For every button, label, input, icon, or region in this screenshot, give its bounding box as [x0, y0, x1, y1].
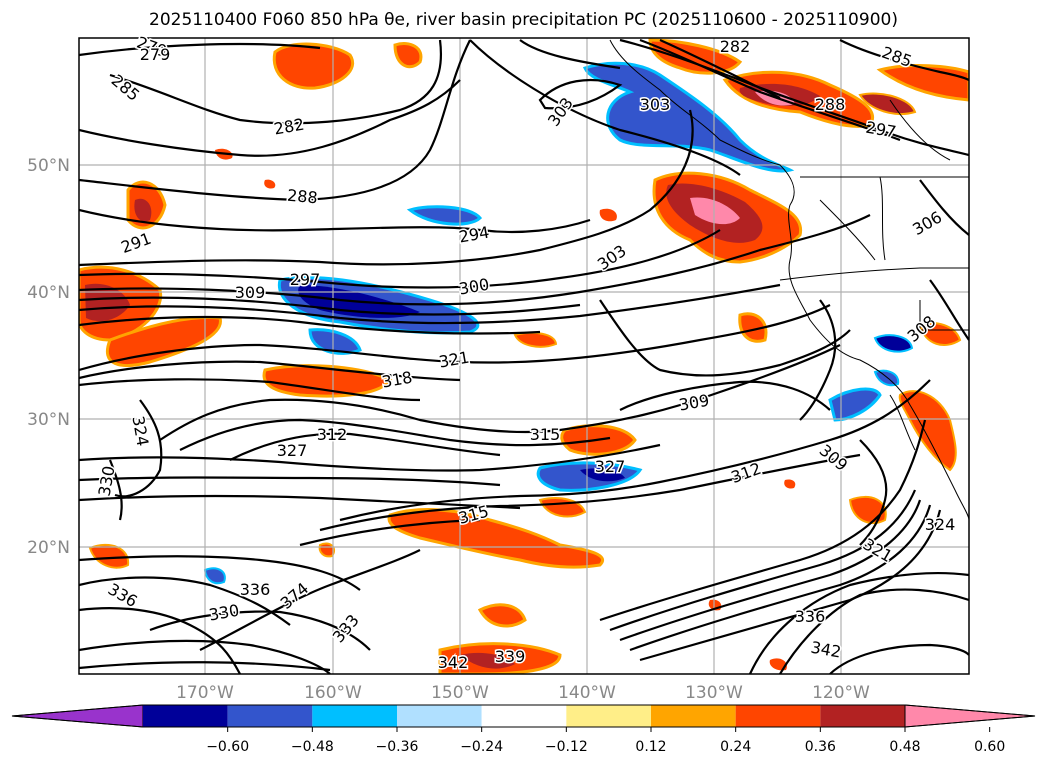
colorbar-tick-label: 0.36	[805, 739, 836, 755]
colorbar-tick-label: 0.12	[635, 739, 666, 755]
lat-label-30n: 30°N	[27, 410, 70, 430]
coastlines	[609, 39, 969, 521]
colorbar-tick-label: 0.48	[889, 739, 920, 755]
colorbar-tick-label: −0.60	[206, 739, 249, 755]
contour-label: 312	[317, 425, 348, 444]
contour-label: 327	[277, 441, 308, 460]
contour-label: 282	[720, 37, 751, 56]
map-frame	[78, 37, 970, 675]
figure-title: 2025110400 F060 850 hPa θe, river basin …	[149, 10, 898, 30]
lat-labels: 50°N 40°N 30°N 20°N	[27, 156, 70, 558]
contour-label: 288	[815, 95, 846, 114]
colorbar-segment	[820, 705, 905, 727]
lon-label-140w: 140°W	[558, 683, 616, 703]
colorbar-tick-label: 0.60	[974, 739, 1005, 755]
colorbar	[11, 704, 1036, 728]
lat-label-40n: 40°N	[27, 283, 70, 303]
contour-label: 309	[235, 283, 266, 302]
colorbar-tick-label: −0.48	[291, 739, 334, 755]
contour-label: 327	[595, 457, 626, 476]
colorbar-extend-max	[904, 704, 1036, 728]
contour-label: 288	[286, 186, 318, 208]
colorbar-extend-min	[11, 704, 144, 728]
lon-label-120w: 120°W	[812, 683, 870, 703]
theta-e-contours	[79, 38, 969, 674]
gridlines	[79, 38, 969, 674]
lat-label-50n: 50°N	[27, 156, 70, 176]
contour-label: 324	[925, 515, 956, 534]
contour-label: 324	[128, 414, 152, 447]
colorbar-segment	[735, 705, 821, 727]
colorbar-segment	[566, 705, 651, 727]
contour-label: 342	[438, 653, 469, 672]
contour-label: 315	[530, 425, 561, 444]
lon-label-170w: 170°W	[176, 683, 234, 703]
lon-labels: 170°W 160°W 150°W 140°W 130°W 120°W	[176, 683, 870, 703]
colorbar-tick-label: −0.36	[376, 739, 419, 755]
contour-label: 303	[640, 95, 671, 114]
colorbar-segment	[651, 705, 736, 727]
colorbar-segment	[312, 705, 397, 727]
contour-label: 297	[290, 270, 321, 289]
lon-label-160w: 160°W	[304, 683, 362, 703]
colorbar-segment	[481, 705, 567, 727]
colorbar-tick-label: 0.24	[720, 739, 751, 755]
contour-label: 336	[240, 580, 271, 599]
colorbar-ticks: −0.60 −0.48 −0.36 −0.24 −0.12 0.12 0.24 0.36 0.4…	[206, 727, 1005, 755]
lon-label-150w: 150°W	[431, 683, 489, 703]
contour-label: 339	[495, 647, 526, 666]
contour-label: 336	[795, 607, 826, 626]
colorbar-segment	[227, 705, 313, 727]
lon-label-130w: 130°W	[685, 683, 743, 703]
contour-label: 279	[140, 45, 171, 64]
colorbar-tick-label: −0.24	[460, 739, 503, 755]
lat-label-20n: 20°N	[27, 538, 70, 558]
colorbar-segment	[143, 705, 228, 727]
map-frame-bg	[79, 38, 969, 674]
colorbar-tick-label: −0.12	[545, 739, 588, 755]
colorbar-outline	[11, 704, 1036, 728]
colorbar-segment	[397, 705, 482, 727]
